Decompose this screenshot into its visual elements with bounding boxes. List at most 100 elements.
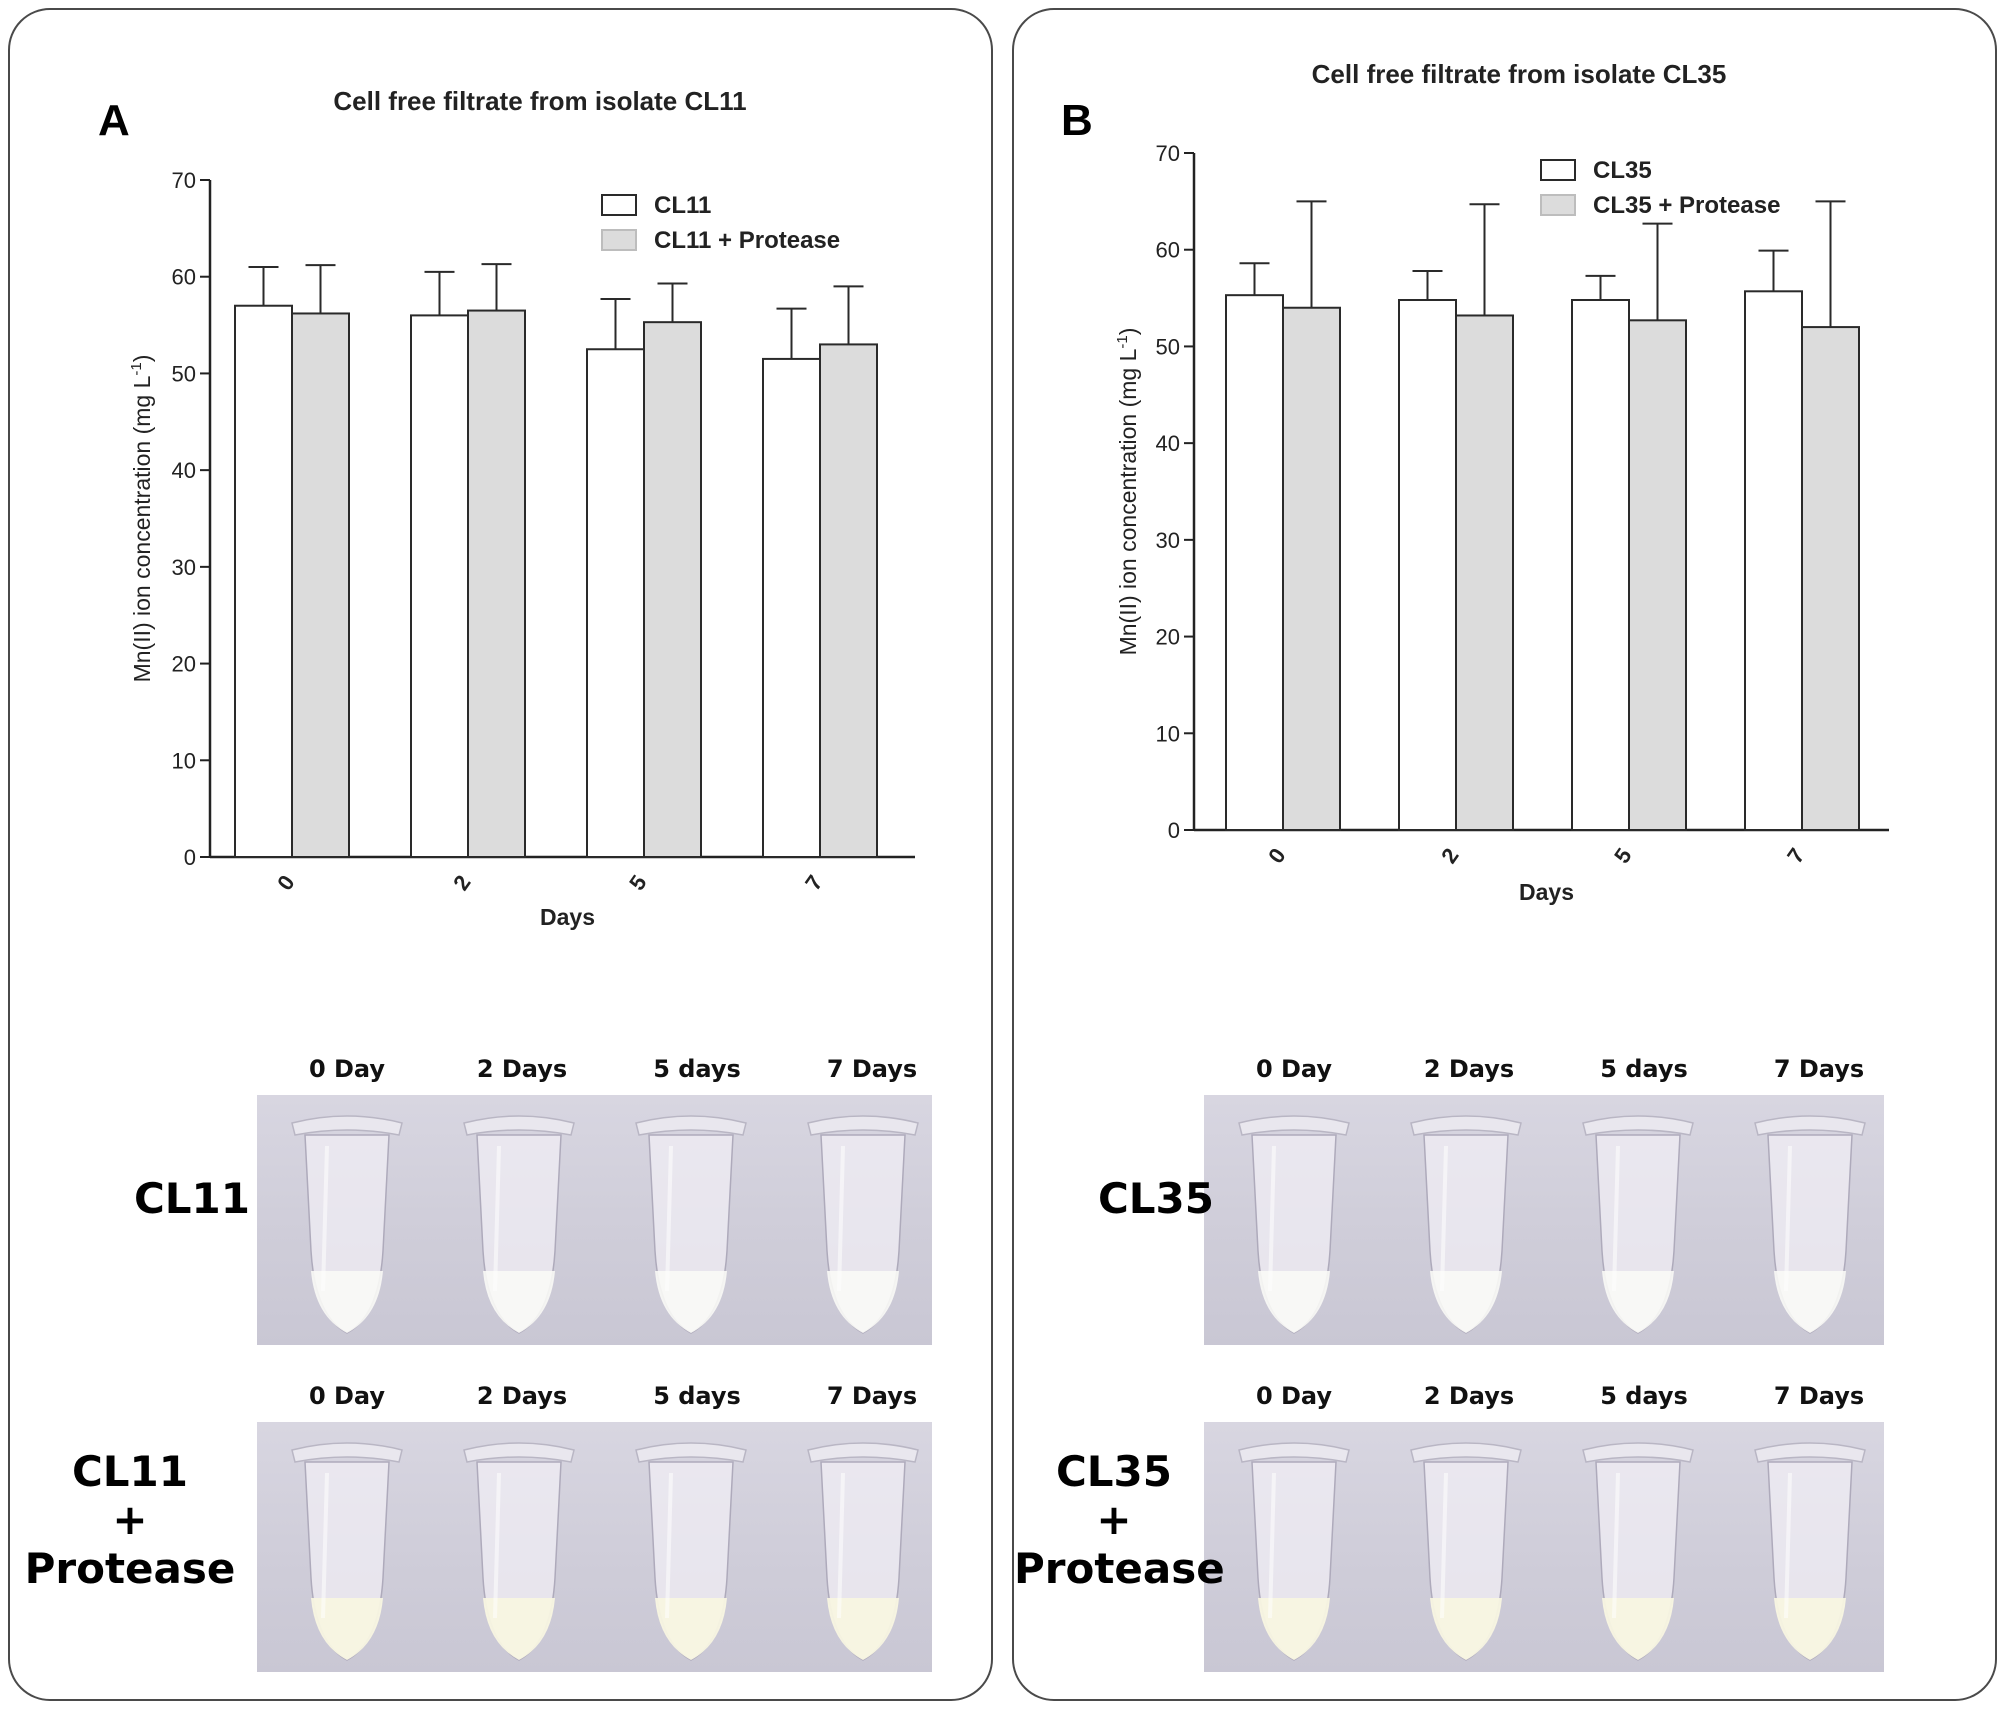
photo-row-label-line: + (112, 1495, 148, 1545)
legend-label: CL11 + Protease (654, 227, 840, 254)
photo-day-label: 5 days (1600, 1055, 1688, 1083)
x-axis-label: Days (1519, 879, 1574, 905)
y-tick-label: 0 (184, 845, 196, 870)
y-tick-label: 0 (1168, 818, 1180, 843)
photo-row-untreated (257, 1095, 932, 1345)
photo-row-label-line: Protease (24, 1543, 236, 1593)
photo-day-label: 2 Days (476, 1055, 568, 1083)
legend-swatch (601, 229, 637, 251)
y-tick-label: 40 (172, 458, 196, 483)
y-tick-label: 70 (1156, 141, 1180, 166)
photo-day-label: 5 days (653, 1382, 741, 1410)
photo-row-label: CL35 (1014, 1174, 1214, 1223)
tube-image (1582, 1115, 1694, 1334)
y-axis-label: Mn(II) ion concentration (mg L-1) (128, 355, 155, 683)
x-axis-label: Days (540, 904, 595, 930)
photo-row-label: CL35 + Protease (1014, 1447, 1225, 1593)
y-tick-label: 30 (172, 555, 196, 580)
photo-day-label: 7 Days (826, 1382, 918, 1410)
tube-image (635, 1442, 747, 1661)
legend-label: CL35 + Protease (1593, 192, 1780, 219)
y-tick-label: 40 (1156, 431, 1180, 456)
tube-image (1754, 1115, 1866, 1334)
legend-swatch (1540, 159, 1576, 181)
photo-row-label-line: CL11 (71, 1447, 189, 1496)
photo-row-label-line: + (1096, 1495, 1132, 1545)
chart-a: A Cell free filtrate from isolate CL11 0 10… (98, 86, 915, 930)
bar-cl11-protease-7 (819, 343, 878, 858)
legend-label: CL11 (654, 192, 711, 219)
tube-image (291, 1442, 403, 1661)
y-tick-label: 30 (1156, 528, 1180, 553)
panel-b: B Cell free filtrate from isolate CL35 0 10… (1012, 8, 1997, 1701)
y-tick-label: 60 (172, 265, 196, 290)
photo-day-label: 0 Day (1255, 1382, 1333, 1410)
bar-cl35-5 (1571, 299, 1630, 831)
bar-cl11-0 (234, 304, 293, 858)
y-tick-label: 70 (172, 168, 196, 193)
y-tick-label: 20 (172, 652, 196, 677)
legend-swatch (601, 194, 637, 216)
y-tick-label: 50 (1156, 334, 1180, 359)
photo-row-label-line: CL35 (1055, 1447, 1173, 1496)
chart-b: B Cell free filtrate from isolate CL35 0 10… (1061, 59, 1889, 905)
tube-image (1238, 1115, 1350, 1334)
photo-day-label: 2 Days (476, 1382, 568, 1410)
tube-image (1410, 1442, 1522, 1661)
tube-image (1582, 1442, 1694, 1661)
photo-row-untreated (1204, 1095, 1884, 1345)
bar-cl11-protease-2 (467, 309, 526, 859)
bar-cl35-protease-5 (1628, 319, 1687, 831)
bar-cl35-protease-2 (1455, 314, 1514, 832)
photo-row-label-line: CL35 (1097, 1174, 1214, 1223)
bar-cl11-protease-5 (643, 321, 702, 859)
photo-row-label: CL11 + Protease (10, 1447, 250, 1593)
x-tick-label: 2 (448, 871, 476, 895)
legend-label: CL35 (1593, 157, 1652, 184)
photo-row-protease (1204, 1422, 1884, 1672)
tube-image (1410, 1115, 1522, 1334)
tube-image (463, 1115, 575, 1334)
tube-image (463, 1442, 575, 1661)
y-tick-label: 10 (172, 748, 196, 773)
photo-day-label: 2 Days (1423, 1055, 1515, 1083)
bar-cl11-5 (586, 348, 645, 858)
photo-day-label: 7 Days (1773, 1382, 1865, 1410)
bar-cl11-2 (410, 314, 469, 858)
tube-image (807, 1115, 919, 1334)
bar-cl35-protease-0 (1282, 306, 1341, 831)
x-tick-label: 2 (1436, 844, 1464, 868)
panel-letter: B (1061, 96, 1093, 145)
y-tick-label: 20 (1156, 625, 1180, 650)
x-tick-label: 5 (1609, 844, 1637, 868)
x-tick-label: 0 (272, 871, 300, 895)
photo-day-label: 7 Days (826, 1055, 918, 1083)
photo-day-label: 2 Days (1423, 1382, 1515, 1410)
photo-day-label: 5 days (653, 1055, 741, 1083)
x-tick-label: 7 (800, 871, 828, 895)
photo-row-protease (257, 1422, 932, 1672)
y-tick-label: 60 (1156, 238, 1180, 263)
photo-row-label: CL11 (10, 1174, 250, 1223)
chart-title: Cell free filtrate from isolate CL35 (1312, 59, 1727, 89)
chart-title: Cell free filtrate from isolate CL11 (333, 86, 746, 116)
bar-cl35-0 (1225, 294, 1284, 832)
photo-block-a: 0 Day 2 Days 5 days 7 Days CL11 0 Day 2 Days 5 … (10, 1050, 995, 1690)
x-tick-label: 5 (624, 871, 652, 895)
x-tick-label: 7 (1782, 844, 1810, 868)
photo-day-label: 7 Days (1773, 1055, 1865, 1083)
tube-image (291, 1115, 403, 1334)
tube-image (635, 1115, 747, 1334)
bar-cl35-7 (1744, 290, 1803, 831)
photo-day-label: 0 Day (308, 1382, 386, 1410)
bar-cl35-2 (1398, 299, 1457, 831)
panel-a: A Cell free filtrate from isolate CL11 0 10… (8, 8, 993, 1701)
y-tick-label: 10 (1156, 721, 1180, 746)
legend-swatch (1540, 194, 1576, 216)
bar-cl11-7 (762, 357, 821, 858)
y-tick-label: 50 (172, 361, 196, 386)
photo-day-label: 0 Day (308, 1055, 386, 1083)
tube-image (807, 1442, 919, 1661)
bar-cl11-protease-0 (291, 312, 350, 859)
photo-day-label: 0 Day (1255, 1055, 1333, 1083)
